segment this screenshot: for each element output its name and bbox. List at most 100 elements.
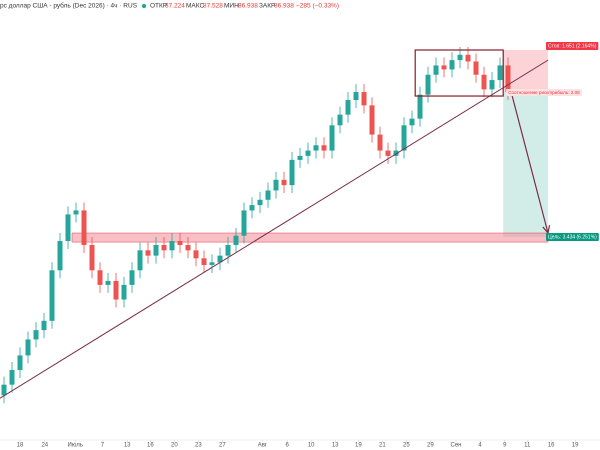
position-label: Стоп: 1.651 (2.164%) [546,42,599,51]
candle-body [49,270,55,321]
candle-body [449,60,455,70]
candle-body [161,245,167,251]
candle-body [297,155,303,160]
x-tick-label: Авг [258,443,268,449]
candle-body [273,179,279,191]
x-tick-label: 16 [147,443,154,449]
x-tick-label: 13 [124,443,131,449]
ohlc-value: 86.938 [274,3,294,10]
x-tick-label: Сен [451,443,462,449]
candle-body [249,205,255,211]
candle-body [489,80,495,90]
candle-body [185,245,191,251]
candle-body [377,134,383,151]
x-tick-label: 11 [524,443,531,449]
candle-body [25,339,31,356]
candle-body [9,370,15,385]
candle-body [441,65,447,70]
trend-line [0,59,549,399]
ratio-label: Соотношение риск/прибыль: 2.08 [506,89,582,97]
candle-body [265,190,271,200]
candle-body [353,92,359,101]
candle-body [337,114,343,126]
candle-body [329,125,335,151]
change: −285 (−0.33%) [296,3,339,10]
candle-body [473,61,479,75]
candle-body [425,74,431,95]
candle-body [313,145,319,151]
candle-body [321,145,327,151]
label-text: Стоп: 1.651 (2.164%) [548,43,597,49]
candle-body [65,214,71,242]
x-tick-label: 19 [572,443,579,449]
symbol-title: рс доллар США - рубль (Dec 2026) · 4ч · … [0,2,138,10]
ohlc-value: 87.224 [165,3,185,10]
candle-body [345,100,351,115]
candle-body [121,284,127,300]
candle-body [153,245,159,256]
candle-body [217,255,223,263]
x-tick-label: 25 [403,443,410,449]
candle-body [393,150,399,156]
candle-body [97,270,103,285]
label-box [546,233,599,242]
x-tick-label: 18 [17,443,24,449]
x-tick-label: 9 [503,443,507,449]
candle-body [457,54,463,61]
candle-body [497,65,503,81]
candle-body [137,250,143,271]
ohlc-value: 87.528 [203,3,223,10]
candle-body [193,250,199,259]
candle-body [17,355,23,371]
arrow-shaft [511,95,549,234]
x-tick-label: 10 [308,443,315,449]
x-tick-label: 6 [286,443,290,449]
candle-body [177,241,183,246]
status-dot [141,3,147,9]
ohlc-label: МАКС [186,3,204,10]
candle-body [257,199,263,206]
label-box [506,89,582,97]
candle-body [433,65,439,75]
x-tick-label: 24 [41,443,48,449]
candle-body [113,280,119,300]
x-tick-label: 7 [101,443,105,449]
x-tick-label: 16 [548,443,555,449]
candle-body [385,150,391,156]
x-tick-label: Июль [68,443,83,449]
position-label: Цель: 3.434 (6.251%) [546,233,599,242]
range-box [414,49,504,97]
candle-body [57,241,63,271]
candle-body [289,159,295,186]
candle-body [481,74,487,90]
x-tick-label: 20 [171,443,178,449]
ohlc-label: МИН [224,3,239,10]
support-zone [71,232,549,243]
candle-body [361,92,367,106]
target-area [503,92,548,238]
label-box [546,42,599,51]
candle-body [241,210,247,236]
candle-body [401,125,407,151]
candle-body [81,210,87,246]
candle-body [417,94,423,119]
candle-body [33,330,39,340]
candle-body [281,179,287,186]
candle-body [369,105,375,135]
candle-body [41,320,47,331]
candle-body [305,150,311,156]
stop-area [503,50,548,93]
candle-body [89,245,95,271]
candle-body [225,245,231,256]
ohlc-label: ЗАКР [259,3,275,10]
ohlc-label: ОТКР [150,3,167,10]
candle-body [465,54,471,62]
candle-body [233,235,239,246]
candle-body [145,250,151,256]
x-tick-label: 13 [332,443,339,449]
candle-body [209,262,215,265]
candle-body [1,384,7,396]
x-tick-label: 23 [195,443,202,449]
x-tick-label: 19 [355,443,362,449]
